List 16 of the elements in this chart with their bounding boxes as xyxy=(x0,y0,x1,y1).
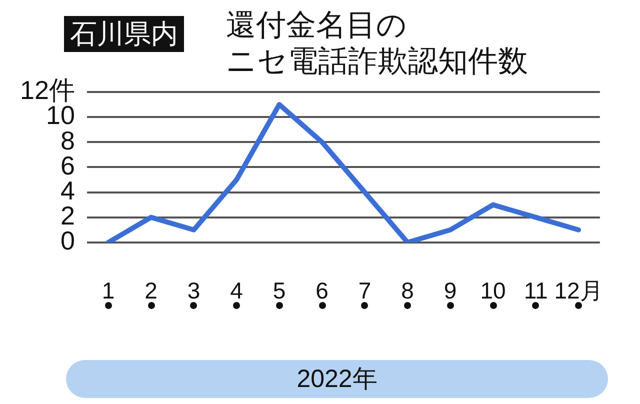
x-tick-label: 4 xyxy=(230,278,244,304)
x-tick-label: 1 xyxy=(102,278,115,304)
x-tick-label: 12月 xyxy=(554,278,603,304)
x-tick-label: 6 xyxy=(316,278,328,304)
x-tick-label: 3 xyxy=(187,278,200,304)
y-tick-label: 12件 xyxy=(20,75,75,106)
x-tick-label: 5 xyxy=(272,278,286,304)
chart-subtitle: 石川県内 xyxy=(64,16,184,52)
x-tick-label: 7 xyxy=(358,278,372,304)
chart-title: 還付金名目のニセ電話詐欺認知件数 xyxy=(226,8,528,80)
x-axis-title: 2022年 xyxy=(66,360,608,398)
x-tick-label: 11 xyxy=(524,278,548,304)
x-tick-label: 10 xyxy=(480,278,506,304)
x-tick-label: 8 xyxy=(401,278,414,304)
x-tick-label: 9 xyxy=(444,278,457,304)
x-tick-label: 2 xyxy=(144,278,158,304)
